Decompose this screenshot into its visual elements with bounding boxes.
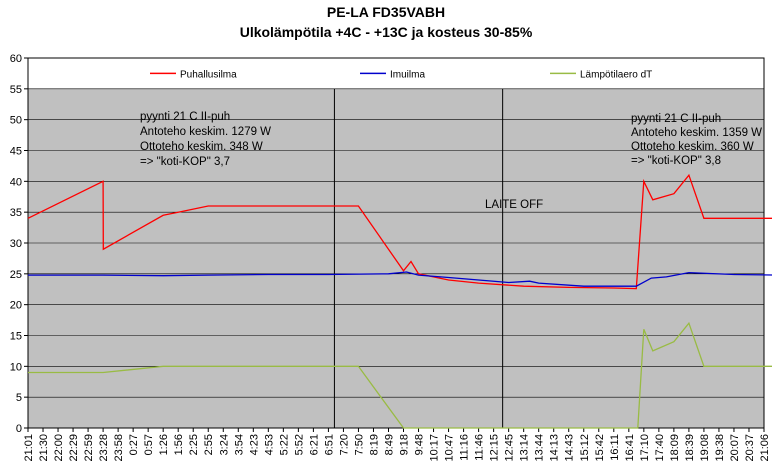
x-tick-label: 8:49	[383, 434, 395, 455]
annotation-text: pyynti 21 C II-puh	[631, 113, 721, 125]
x-tick-label: 19:38	[714, 434, 726, 462]
y-tick-label: 15	[10, 331, 22, 343]
x-tick-label: 19:08	[699, 434, 711, 462]
annotation-text: => "koti-KOP" 3,8	[631, 155, 721, 167]
series-line-1	[27, 173, 772, 290]
y-tick-label: 10	[10, 361, 22, 373]
x-tick-label: 14:43	[564, 434, 576, 462]
x-tick-label: 12:45	[504, 434, 516, 462]
x-tick-label: 4:53	[263, 434, 275, 455]
x-tick-label: 11:16	[459, 434, 471, 461]
y-tick-label: 0	[16, 423, 22, 435]
plot-area	[28, 88, 764, 428]
x-tick-label: 2:55	[203, 434, 215, 455]
x-tick-label: 16:41	[624, 434, 636, 462]
x-tick-label: 16:11	[609, 434, 621, 461]
annotation-text: Antoteho keskim. 1279 W	[140, 126, 271, 138]
y-tick-label: 55	[10, 84, 22, 96]
y-tick-label: 20	[10, 300, 22, 312]
x-tick-label: 22:59	[83, 434, 95, 462]
y-tick-label: 30	[10, 238, 22, 250]
annotation-text: Ottoteho keskim. 360 W	[631, 141, 754, 153]
chart-title: PE-LA FD35VABH	[326, 4, 446, 20]
series-line-3	[28, 321, 772, 429]
y-tick-label: 60	[10, 53, 22, 65]
x-tick-label: 5:52	[293, 434, 305, 455]
chart-subtitle: Ulkolämpötila +4C - +13C ja kosteus 30-8…	[239, 24, 533, 40]
x-tick-label: 7:50	[353, 434, 365, 455]
y-tick-label: 40	[10, 176, 22, 188]
x-tick-label: 3:24	[218, 434, 230, 455]
x-tick-label: 6:21	[308, 434, 320, 455]
x-tick-label: 5:22	[278, 434, 290, 455]
x-tick-label: 18:09	[669, 434, 681, 462]
x-tick-label: 4:23	[248, 434, 260, 455]
x-tick-label: 13:44	[534, 434, 546, 462]
x-tick-label: 7:20	[338, 434, 350, 455]
x-tick-label: 3:54	[233, 434, 245, 455]
x-tick-label: 20:37	[744, 434, 756, 462]
x-tick-label: 20:07	[729, 434, 741, 462]
x-tick-label: 21:01	[23, 434, 35, 462]
x-tick-label: 8:19	[368, 434, 380, 455]
x-tick-label: 9:48	[414, 434, 426, 455]
x-tick-label: 10:47	[444, 434, 456, 462]
y-tick-label: 25	[10, 269, 22, 281]
x-tick-label: 1:56	[173, 434, 185, 455]
legend-label: Imuilma	[390, 69, 425, 80]
legend-label: Puhallusilma	[180, 69, 237, 80]
x-tick-label: 22:29	[68, 434, 80, 462]
y-tick-label: 35	[10, 207, 22, 219]
y-tick-label: 50	[10, 115, 22, 127]
x-tick-label: 11:46	[474, 434, 486, 461]
x-tick-label: 18:39	[684, 434, 696, 462]
annotation-text: Ottoteho keskim. 348 W	[140, 141, 263, 153]
annotation-text: Antoteho keskim. 1359 W	[631, 127, 762, 139]
x-tick-label: 23:28	[98, 434, 110, 462]
x-tick-label: 0:57	[143, 434, 155, 455]
x-tick-label: 17:10	[639, 434, 651, 462]
x-tick-label: 15:42	[594, 434, 606, 462]
x-tick-label: 6:51	[323, 434, 335, 455]
y-tick-label: 5	[16, 392, 22, 404]
x-tick-label: 12:15	[489, 434, 501, 462]
x-tick-label: 10:17	[429, 434, 441, 462]
x-tick-label: 9:18	[399, 434, 411, 455]
y-tick-label: 45	[10, 146, 22, 158]
series-line-2	[28, 271, 772, 287]
x-tick-label: 21:06	[759, 434, 771, 462]
annotation-text: LAITE OFF	[485, 199, 543, 211]
annotation-text: pyynti 21 C II-puh	[140, 111, 230, 123]
x-tick-label: 14:13	[549, 434, 561, 462]
legend-label: Lämpötilaero dT	[580, 69, 652, 80]
x-tick-label: 17:40	[654, 434, 666, 462]
x-tick-label: 2:25	[188, 434, 200, 455]
x-tick-label: 21:30	[38, 434, 50, 462]
x-tick-label: 1:26	[158, 434, 170, 455]
annotation-text: => "koti-KOP" 3,7	[140, 156, 230, 168]
x-tick-label: 0:27	[128, 434, 140, 455]
x-tick-label: 15:12	[579, 434, 591, 462]
x-tick-label: 22:00	[53, 434, 65, 462]
x-tick-label: 13:14	[519, 434, 531, 462]
x-tick-label: 23:58	[113, 434, 125, 462]
